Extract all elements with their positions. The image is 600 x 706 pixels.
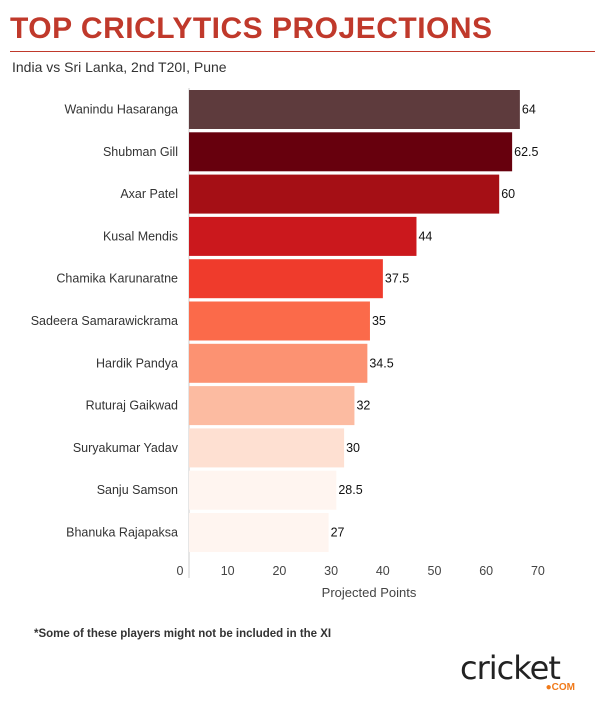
footnote: *Some of these players might not be incl…: [34, 628, 332, 640]
category-label: Ruturaj Gaikwad: [86, 399, 178, 413]
x-tick-label: 40: [376, 564, 390, 578]
data-label: 64: [522, 103, 536, 117]
data-label: 32: [356, 399, 370, 413]
bar: [189, 259, 383, 299]
category-label: Sanju Samson: [97, 483, 178, 497]
category-label: Suryakumar Yadav: [73, 441, 179, 455]
x-tick-label: 10: [221, 564, 235, 578]
category-label: Axar Patel: [120, 187, 178, 201]
x-tick-label: 30: [324, 564, 338, 578]
bar-chart: Wanindu Hasaranga 64 Shubman Gill 62.5 Axar …: [31, 88, 545, 600]
data-label: 37.5: [385, 272, 409, 286]
x-tick-label: 0: [177, 564, 184, 578]
data-label: 34.5: [369, 356, 393, 370]
category-label: Shubman Gill: [103, 145, 178, 159]
category-label: Chamika Karunaratne: [56, 272, 178, 286]
x-tick-label: 60: [479, 564, 493, 578]
bar: [189, 470, 337, 510]
bar: [189, 216, 417, 256]
category-label: Kusal Mendis: [103, 229, 178, 243]
chart-title: TOP CRICLYTICS PROJECTIONS: [10, 12, 493, 45]
bar: [189, 174, 500, 214]
data-label: 62.5: [514, 145, 538, 159]
x-axis-title: Projected Points: [322, 585, 417, 600]
title-divider: [10, 51, 595, 52]
data-label: 28.5: [338, 483, 362, 497]
data-label: 60: [501, 187, 515, 201]
bar: [189, 428, 345, 468]
bar: [189, 132, 513, 172]
category-label: Wanindu Hasaranga: [65, 103, 179, 117]
bar: [189, 90, 520, 129]
bar: [189, 343, 368, 383]
bar: [189, 301, 370, 341]
x-tick-label: 50: [428, 564, 442, 578]
category-label: Bhanuka Rajapaksa: [66, 526, 178, 540]
chart-subtitle: India vs Sri Lanka, 2nd T20I, Pune: [12, 59, 227, 75]
x-tick-label: 20: [272, 564, 286, 578]
bar: [189, 513, 329, 552]
data-label: 44: [418, 229, 432, 243]
cricket-com-logo: cricket ●COM: [460, 649, 575, 693]
category-label: Hardik Pandya: [96, 356, 178, 370]
category-label: Sadeera Samarawickrama: [31, 314, 178, 328]
data-label: 35: [372, 314, 386, 328]
bar: [189, 386, 355, 426]
data-label: 27: [331, 526, 345, 540]
x-tick-label: 70: [531, 564, 545, 578]
data-label: 30: [346, 441, 360, 455]
